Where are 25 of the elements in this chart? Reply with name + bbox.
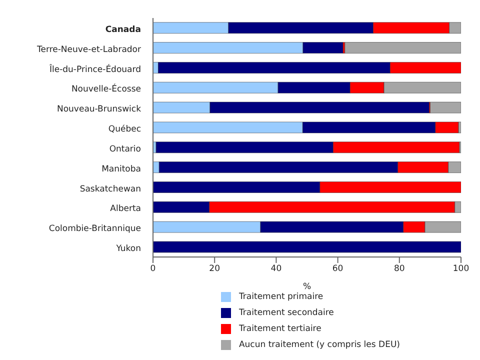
x-tick-label: 60 xyxy=(332,264,344,274)
y-tick-label: Terre-Neuve-et-Labrador xyxy=(36,44,142,55)
x-tick-label: 80 xyxy=(394,264,405,274)
legend-label: Traitement tertiaire xyxy=(238,324,322,334)
y-tick-label: Québec xyxy=(108,124,142,135)
legend-label: Traitement primaire xyxy=(238,292,324,302)
y-tick-label: Manitoba xyxy=(102,164,141,174)
y-tick-label: Colombie-Britannique xyxy=(48,224,141,234)
y-tick-label: Canada xyxy=(105,24,142,35)
legend-label: Traitement secondaire xyxy=(238,308,334,318)
y-tick-label: Yukon xyxy=(115,244,141,254)
bar xyxy=(153,241,461,253)
x-tick-label: 0 xyxy=(150,264,156,274)
y-tick-label: Nouvelle-Écosse xyxy=(71,84,141,95)
y-tick-label: Île-du-Prince-Édouard xyxy=(48,64,141,75)
legend-label: Aucun traitement (y compris les DEU) xyxy=(238,340,400,350)
bar xyxy=(344,42,461,54)
x-axis-title: % xyxy=(302,282,312,292)
x-tick-label: 100 xyxy=(452,264,470,274)
x-tick-label: 20 xyxy=(209,264,220,274)
y-tick-label: Alberta xyxy=(110,204,141,214)
y-tick-label: Nouveau-Brunswick xyxy=(56,104,142,115)
y-tick-label: Ontario xyxy=(109,144,141,154)
x-tick-label: 40 xyxy=(270,264,282,274)
y-tick-label: Saskatchewan xyxy=(80,184,141,194)
